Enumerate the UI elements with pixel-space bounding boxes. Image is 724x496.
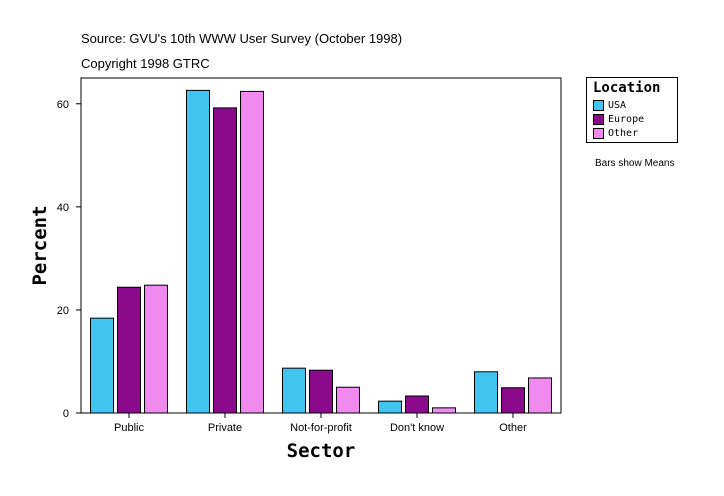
bar-usa [282, 367, 306, 414]
legend-item-other: Other [593, 127, 638, 140]
legend-label-usa: USA [608, 100, 627, 111]
legend-title: Location [593, 80, 661, 96]
bar-europe [405, 395, 429, 414]
x-axis-tick-label: Not-for-profit [290, 422, 352, 434]
bar-usa [186, 89, 210, 414]
bar-other [240, 90, 264, 414]
y-axis-tick-label: 40 [57, 202, 69, 214]
legend-swatch-europe [593, 114, 604, 125]
legend-swatch-usa [593, 100, 604, 111]
chart-legend: Location USA Europe Other [586, 77, 678, 143]
bar-other [528, 377, 552, 414]
bar-europe [117, 286, 141, 414]
x-axis-tick-label: Other [499, 422, 527, 434]
chart-source-note: Source: GVU's 10th WWW User Survey (Octo… [81, 31, 403, 46]
bar-europe [309, 369, 333, 414]
y-axis-tick-label: 0 [63, 408, 69, 420]
x-axis-tick-label: Don't know [390, 422, 444, 434]
x-axis-tick-label: Public [114, 422, 144, 434]
chart-copyright-note: Copyright 1998 GTRC [81, 56, 210, 71]
bar-other [336, 386, 360, 414]
bar-europe [501, 387, 525, 414]
bar-other [144, 284, 168, 414]
bar-usa [90, 317, 114, 414]
bar-europe [213, 107, 237, 414]
y-axis-tick-label: 20 [57, 305, 69, 317]
bar-usa [378, 400, 402, 414]
x-axis-title: Sector [287, 440, 356, 462]
legend-item-europe: Europe [593, 113, 644, 126]
y-axis-title: Percent [29, 205, 51, 285]
x-axis-tick-label: Private [208, 422, 242, 434]
bar-usa [474, 371, 498, 414]
legend-label-other: Other [608, 128, 639, 139]
legend-label-europe: Europe [608, 114, 645, 125]
y-axis-tick-label: 60 [57, 99, 69, 111]
bars-show-means-note: Bars show Means [595, 158, 675, 169]
legend-item-usa: USA [593, 99, 626, 112]
legend-swatch-other [593, 128, 604, 139]
bar-other [432, 407, 456, 414]
